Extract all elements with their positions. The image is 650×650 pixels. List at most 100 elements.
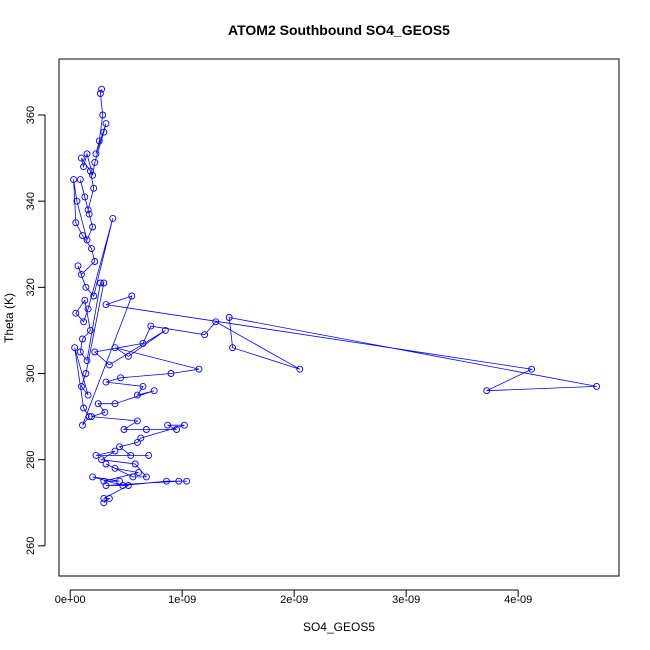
data-point <box>80 163 88 171</box>
y-tick-label: 360 <box>25 106 37 124</box>
data-point <box>92 150 100 158</box>
data-point <box>82 283 90 291</box>
data-point <box>102 460 110 468</box>
data-point <box>80 318 88 326</box>
data-point <box>145 451 153 459</box>
data-point <box>229 344 237 352</box>
data-point <box>127 451 135 459</box>
y-axis-label: Theta (K) <box>2 293 16 343</box>
data-point <box>89 473 97 481</box>
data-point <box>77 382 85 390</box>
data-point <box>98 85 106 93</box>
data-point <box>92 451 100 459</box>
data-point <box>85 210 93 218</box>
data-point <box>89 223 97 231</box>
data-point <box>183 477 191 485</box>
data-point <box>90 184 98 192</box>
data-point <box>296 365 304 373</box>
x-tick-label: 2e-09 <box>280 594 308 606</box>
data-point <box>100 477 108 485</box>
series-group <box>70 85 601 507</box>
y-axis: 260 280 300 320 340 360 <box>25 106 46 555</box>
y-tick-label: 340 <box>25 192 37 210</box>
data-point <box>88 413 95 421</box>
data-point <box>74 262 82 270</box>
data-point <box>83 150 91 158</box>
data-point <box>91 258 99 265</box>
data-point <box>139 339 147 347</box>
data-point <box>72 219 80 227</box>
data-point <box>84 305 92 313</box>
data-point <box>91 158 99 166</box>
data-point <box>150 387 158 395</box>
data-point <box>133 417 141 425</box>
data-point <box>133 391 141 399</box>
data-point <box>79 421 86 429</box>
data-point <box>105 361 113 369</box>
x-tick-label: 1e-09 <box>168 594 196 606</box>
data-point <box>85 413 93 421</box>
data-point <box>83 236 91 244</box>
x-tick-label: 3e-09 <box>392 594 420 606</box>
series-line <box>73 89 597 504</box>
data-point <box>100 499 108 507</box>
data-point <box>79 335 86 343</box>
data-point <box>225 314 233 321</box>
data-point <box>175 477 183 485</box>
data-point <box>105 494 113 502</box>
data-point <box>128 292 136 300</box>
data-point <box>133 438 141 446</box>
data-point <box>70 176 78 184</box>
data-point <box>483 387 491 395</box>
data-point <box>142 473 150 481</box>
data-point <box>72 309 80 317</box>
data-point <box>120 426 128 433</box>
x-tick-label: 0e+00 <box>55 594 86 606</box>
data-point <box>173 426 181 433</box>
data-point <box>81 296 89 304</box>
data-point <box>99 111 107 119</box>
data-point <box>201 331 209 339</box>
data-point <box>96 279 104 287</box>
data-point <box>88 245 95 253</box>
data-point <box>131 460 139 468</box>
data-point <box>147 322 155 330</box>
data-point <box>593 382 601 390</box>
y-tick-label: 260 <box>25 537 37 555</box>
data-point <box>84 391 92 399</box>
data-point <box>116 443 123 451</box>
data-point <box>102 301 110 309</box>
data-point <box>77 270 85 278</box>
data-point <box>102 378 110 386</box>
x-tick-label: 4e-09 <box>504 594 532 606</box>
data-point <box>79 232 86 240</box>
data-point <box>129 473 137 481</box>
data-point <box>86 167 94 175</box>
data-point <box>71 344 79 352</box>
data-point <box>94 400 102 408</box>
data-point <box>195 365 203 373</box>
data-point <box>111 464 119 472</box>
data-point <box>124 482 132 489</box>
data-point <box>212 318 220 326</box>
data-point <box>76 176 84 184</box>
data-point <box>163 477 170 485</box>
data-point <box>102 120 110 128</box>
data-point <box>82 370 90 377</box>
data-point <box>161 326 169 334</box>
data-point <box>100 279 108 287</box>
data-point <box>90 292 98 300</box>
data-point <box>86 326 94 334</box>
plot-frame <box>58 58 620 577</box>
data-point <box>139 382 147 390</box>
data-point <box>137 434 145 442</box>
data-point <box>111 344 119 352</box>
data-point <box>77 154 85 162</box>
data-point <box>101 408 109 416</box>
data-point <box>100 128 108 136</box>
data-point <box>89 171 97 179</box>
data-point <box>142 426 150 433</box>
y-tick-label: 300 <box>25 364 37 382</box>
